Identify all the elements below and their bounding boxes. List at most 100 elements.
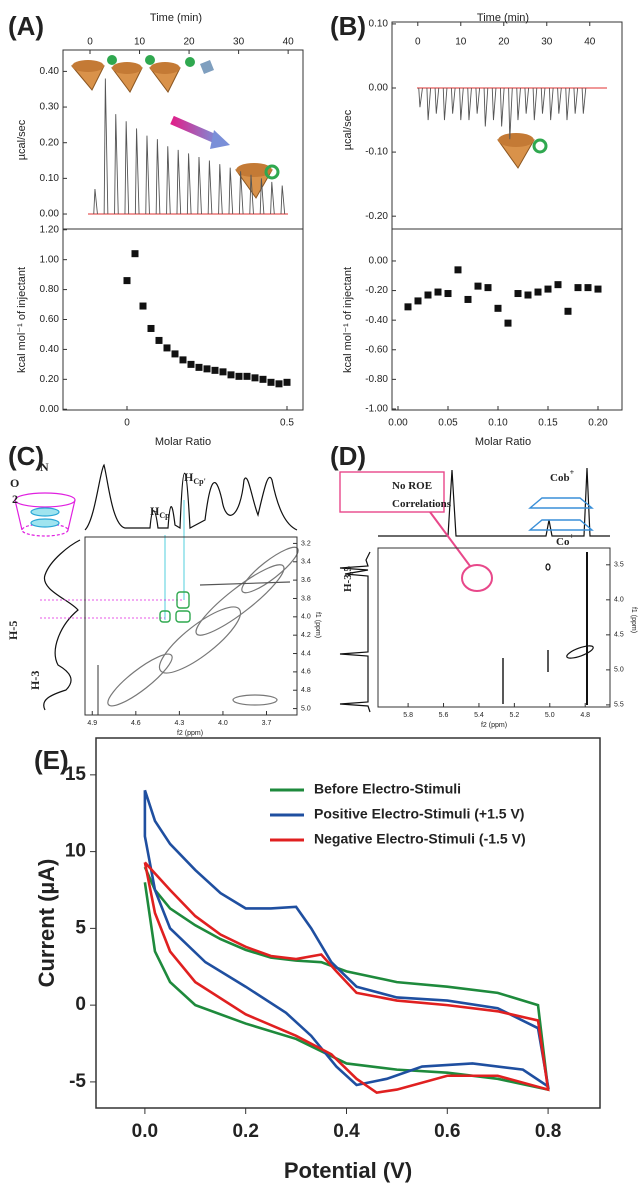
x-tick-label: 10 <box>134 37 146 48</box>
data-point <box>444 290 452 298</box>
y-tick-label: -0.60 <box>365 344 388 355</box>
data-point <box>524 291 532 299</box>
data-point <box>584 284 592 292</box>
y-axis-label: µcal/sec <box>16 119 28 160</box>
annotation-text: 2 <box>12 492 18 506</box>
y-tick-label: 4.6 <box>301 669 311 676</box>
data-point <box>243 372 251 380</box>
x-tick-label: 0.15 <box>538 418 558 429</box>
x-tick-label: 5.0 <box>545 712 555 719</box>
data-point <box>424 291 432 299</box>
injection-peak <box>475 87 481 114</box>
y-tick-label: -0.20 <box>365 285 388 296</box>
no-roe-callout <box>339 471 493 592</box>
y-tick-label: 0.10 <box>40 173 60 184</box>
y-tick-label: -0.20 <box>365 211 388 222</box>
data-point <box>434 288 442 296</box>
data-point <box>534 288 542 296</box>
x-tick-label: 4.3 <box>175 720 185 727</box>
y-tick-label: 5.0 <box>301 705 311 712</box>
y-tick-label: 0.30 <box>40 102 60 113</box>
injection-peak <box>228 167 234 215</box>
x-tick-label: 0.4 <box>333 1121 360 1142</box>
y-tick-label: 1.00 <box>40 254 60 265</box>
injection-peak <box>134 128 140 215</box>
y-tick-label: -5 <box>69 1071 86 1092</box>
data-point <box>211 366 219 374</box>
host-guest-illustration <box>497 133 548 169</box>
y-tick-label: 0.40 <box>40 344 60 355</box>
x-axis-label: Potential (V) <box>284 1158 412 1183</box>
annotation-text: N <box>40 460 49 474</box>
injection-peak <box>442 87 448 121</box>
injection-peak <box>573 87 579 114</box>
y-tick-label: -0.40 <box>365 315 388 326</box>
x-tick-label: 0.6 <box>434 1121 460 1142</box>
y-tick-label: 0.60 <box>40 314 60 325</box>
injection-peak <box>176 149 182 215</box>
annotation: H-3,5 <box>342 566 354 592</box>
y-tick-label: 3.4 <box>301 559 311 566</box>
annotation: H-5 <box>6 621 20 640</box>
annotation: HCp <box>150 504 170 520</box>
injection-peak <box>218 164 223 215</box>
y-tick-label: -0.10 <box>365 147 388 158</box>
x-tick-label: 4.6 <box>131 720 141 727</box>
y-tick-label: 5.0 <box>614 667 624 674</box>
injection-peak <box>581 87 587 114</box>
injection-peak <box>103 78 109 215</box>
y-tick-label: 4.2 <box>301 632 311 639</box>
x-tick-label: 0.0 <box>132 1121 158 1142</box>
data-point <box>275 380 283 388</box>
y-tick-label: 0.40 <box>40 66 60 77</box>
x-axis-label: f2 (ppm) <box>481 722 507 729</box>
plot-frame <box>391 21 623 230</box>
y-tick-label: 0.00 <box>40 404 60 415</box>
injection-peak <box>238 171 244 215</box>
host-guest-illustration <box>70 55 280 199</box>
data-point <box>235 372 243 380</box>
data-point <box>179 356 187 364</box>
y-tick-label: -1.00 <box>365 404 388 415</box>
data-point <box>131 250 139 258</box>
x-tick-label: 0 <box>124 418 130 429</box>
legend-label: Negative Electro-Stimuli (-1.5 V) <box>314 831 526 847</box>
nmr-spectra-c <box>43 463 299 715</box>
x-tick-label: 5.6 <box>439 712 449 719</box>
annotation-text: O <box>10 476 19 490</box>
x-tick-label: 5.4 <box>474 712 484 719</box>
data-point <box>544 285 552 293</box>
y-axis-label: f1 (ppm) <box>630 607 637 633</box>
legend-label: Positive Electro-Stimuli (+1.5 V) <box>314 806 524 822</box>
injection-peak <box>483 87 489 127</box>
y-tick-label: 0.00 <box>40 209 60 220</box>
y-axis-label: Current (µA) <box>34 859 59 988</box>
x-tick-label: 40 <box>283 37 295 48</box>
annotation: Co+ <box>556 532 574 548</box>
x-tick-label: 0.2 <box>232 1121 258 1142</box>
injection-peak <box>491 87 497 121</box>
injection-peak <box>434 87 440 114</box>
injection-peak <box>186 153 192 215</box>
data-point <box>163 344 171 352</box>
plot-frame <box>84 536 298 716</box>
data-point <box>171 350 179 358</box>
x-tick-label: 4.0 <box>218 720 228 727</box>
data-point <box>514 290 522 298</box>
y-axis-label: µcal/sec <box>342 109 354 150</box>
y-tick-label: 0.10 <box>369 19 389 30</box>
injection-peak <box>280 185 286 215</box>
x-tick-label: 20 <box>184 37 196 48</box>
data-point <box>404 303 412 311</box>
data-point <box>187 360 195 368</box>
injection-peak <box>114 114 119 215</box>
x-tick-label: 5.8 <box>403 712 413 719</box>
x-tick-label: 0 <box>87 37 93 48</box>
injection-peak <box>499 87 505 127</box>
injection-peak <box>508 87 513 140</box>
panel-label: (E) <box>34 745 69 775</box>
injection-peak <box>155 139 161 215</box>
data-point <box>203 365 211 373</box>
data-point <box>474 282 482 290</box>
